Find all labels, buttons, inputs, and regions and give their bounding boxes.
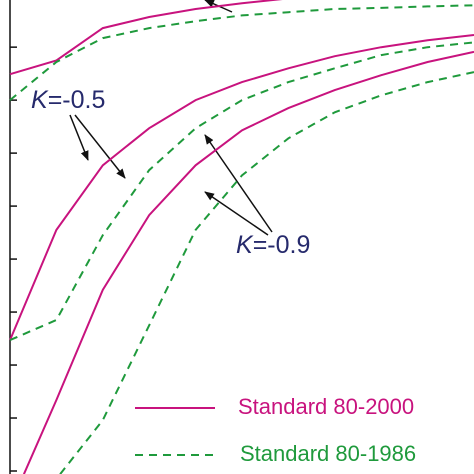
curve <box>22 50 474 474</box>
curve <box>9 0 283 76</box>
curve <box>9 41 474 342</box>
curve <box>9 4 474 101</box>
curve <box>59 71 474 474</box>
annotation: K=-0.5 <box>31 86 106 114</box>
legend-label: Standard 80-2000 <box>238 394 415 419</box>
legend-lines <box>135 407 215 456</box>
legend-label: Standard 80-1986 <box>240 441 417 466</box>
annotation: K=-0.9 <box>236 231 311 259</box>
annotation-arrows <box>69 0 273 236</box>
curve <box>9 34 474 341</box>
